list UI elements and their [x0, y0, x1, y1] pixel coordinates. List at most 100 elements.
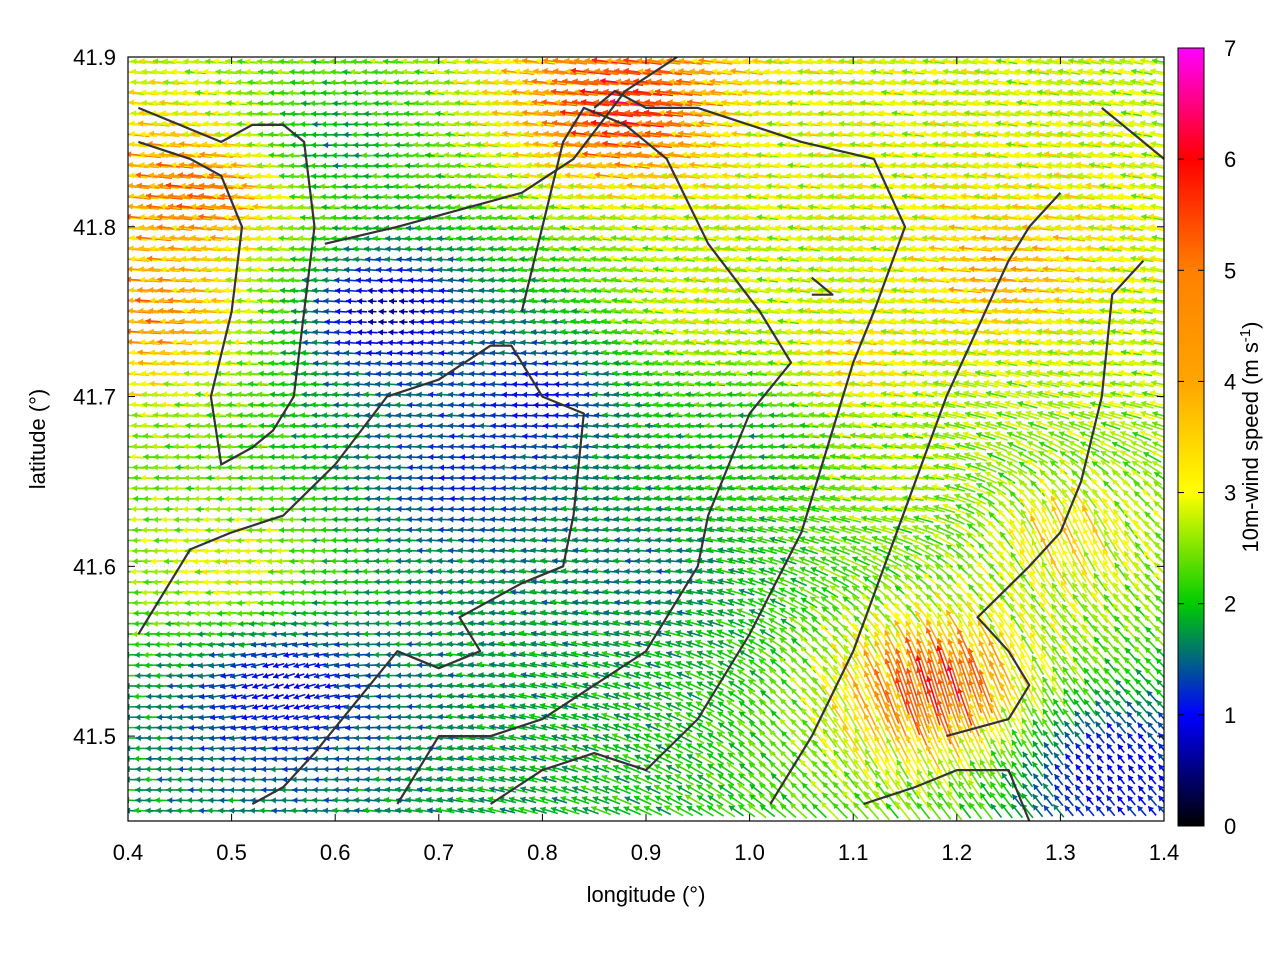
- wind-vector-head: [1110, 89, 1116, 96]
- wind-vector-head: [320, 100, 326, 107]
- wind-vector-head: [184, 68, 191, 76]
- wind-vector-head: [1119, 78, 1125, 85]
- wind-vector-shaft: [658, 59, 690, 65]
- wind-vector-head: [360, 89, 367, 96]
- wind-vector-head: [562, 78, 568, 85]
- wind-vector-head: [859, 99, 866, 106]
- wind-vector-head: [868, 89, 874, 96]
- wind-vector-head: [701, 78, 708, 85]
- wind-vector-head: [550, 88, 557, 95]
- wind-vector-head: [422, 68, 428, 75]
- wind-vector-head: [118, 172, 123, 178]
- wind-vector-head: [807, 89, 814, 96]
- wind-vector-head: [494, 89, 501, 96]
- wind-vector-head: [869, 57, 876, 65]
- wind-vector-head: [149, 78, 155, 85]
- wind-vector-head: [484, 68, 490, 75]
- wind-vector-head: [383, 100, 389, 107]
- wind-vector-head: [182, 99, 188, 106]
- wind-vectors: [116, 57, 1164, 821]
- wind-vector-head: [120, 110, 125, 116]
- wind-vector-head: [712, 99, 718, 106]
- wind-vector-head: [700, 88, 706, 96]
- wind-vector-head: [623, 57, 629, 64]
- wind-vector-head: [1078, 78, 1085, 85]
- wind-vector-head: [245, 68, 251, 75]
- wind-vector-shaft: [678, 69, 712, 76]
- wind-vector-head: [152, 58, 159, 65]
- wind-vector-head: [878, 99, 885, 106]
- wind-vector-head: [795, 99, 801, 106]
- wind-vector-head: [141, 99, 147, 107]
- wind-vector-head: [910, 57, 917, 65]
- wind-vector-head: [319, 58, 325, 65]
- wind-vector-head: [471, 57, 478, 65]
- wind-vector-head: [255, 89, 261, 96]
- wind-vector-head: [700, 99, 707, 106]
- wind-vector-head: [1014, 57, 1020, 64]
- wind-vector-head: [381, 68, 388, 76]
- wind-vector-head: [171, 58, 177, 65]
- wind-vector-head: [828, 99, 834, 106]
- wind-vector-head: [722, 57, 728, 65]
- wind-vector-head: [297, 58, 304, 65]
- wind-vector-head: [666, 88, 672, 95]
- wind-vector-head: [383, 110, 389, 117]
- wind-vector-head: [492, 99, 499, 106]
- wind-vector-head: [1077, 57, 1084, 64]
- wind-vector-head: [744, 68, 750, 75]
- wind-vector-head: [712, 68, 718, 75]
- wind-vector-head: [140, 89, 147, 96]
- wind-vector-head: [412, 79, 418, 86]
- wind-vector-head: [1099, 68, 1106, 75]
- wind-vector-head: [120, 152, 125, 158]
- wind-vector-head: [1046, 78, 1052, 85]
- wind-vector-head: [301, 100, 307, 107]
- wind-vector-head: [603, 88, 609, 95]
- wind-vector-head: [361, 58, 368, 65]
- wind-vector-head: [984, 99, 991, 106]
- wind-vector-head: [603, 98, 609, 106]
- wind-vector-head: [952, 68, 959, 75]
- wind-vector-head: [709, 78, 716, 85]
- wind-vector-head: [511, 88, 517, 96]
- wind-vector-head: [940, 88, 947, 96]
- wind-vector-head: [246, 110, 253, 117]
- wind-vector-head: [1088, 78, 1094, 85]
- wind-vector-head: [943, 99, 949, 106]
- wind-vector-head: [583, 78, 589, 85]
- wind-vector-head: [278, 58, 284, 65]
- wind-vector-head: [121, 58, 126, 64]
- wind-vector-head: [1108, 57, 1115, 64]
- wind-vector-head: [131, 78, 137, 86]
- wind-vector-head: [118, 162, 123, 168]
- wind-vector-head: [972, 99, 979, 106]
- wind-vector-head: [1067, 89, 1074, 96]
- wind-vector-head: [766, 58, 772, 65]
- wind-vector-head: [287, 89, 294, 96]
- wind-vector-head: [1003, 57, 1010, 64]
- wind-vector-head: [929, 57, 936, 64]
- wind-vector-head: [645, 78, 652, 85]
- wind-vector-head: [332, 110, 338, 118]
- wind-vector-head: [404, 100, 410, 107]
- wind-vector-head: [632, 88, 639, 95]
- wind-vector-head: [554, 99, 561, 106]
- wind-vector-head: [931, 89, 938, 96]
- wind-vector-shaft: [579, 90, 623, 97]
- wind-vector-head: [118, 224, 123, 230]
- wind-vector-head: [160, 110, 167, 117]
- wind-vector-head: [310, 89, 316, 97]
- wind-vector-head: [774, 68, 780, 75]
- wind-vector-head: [572, 78, 578, 85]
- wind-vector-head: [432, 99, 439, 107]
- wind-vector-head: [245, 58, 251, 65]
- wind-vector-head: [806, 99, 812, 106]
- wind-vector-head: [422, 79, 429, 86]
- wind-vector-head: [754, 89, 761, 96]
- wind-vector-head: [1014, 78, 1020, 85]
- wind-vector-head: [732, 99, 739, 106]
- wind-vector-head: [473, 99, 480, 106]
- wind-vector-head: [116, 256, 121, 262]
- wind-vector-head: [606, 57, 612, 64]
